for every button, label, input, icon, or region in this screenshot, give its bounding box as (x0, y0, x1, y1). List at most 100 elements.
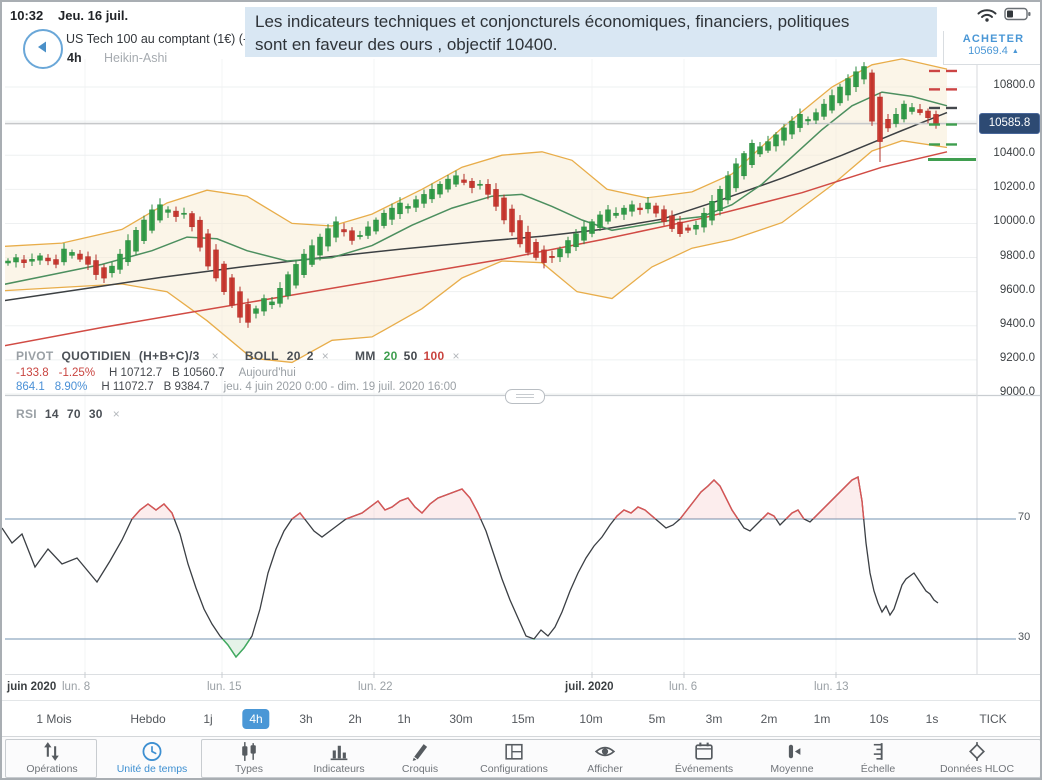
timeframe-label: Hebdo (130, 712, 166, 726)
toolbar-croquis[interactable]: Croquis (360, 740, 480, 775)
toolbar-indicateurs[interactable]: Indicateurs (279, 740, 399, 775)
calendar-icon (644, 740, 764, 763)
timeframe-10m[interactable]: 10m (579, 701, 602, 737)
timeframe-2m[interactable]: 2m (761, 701, 778, 737)
toolbar-label: Moyenne (770, 763, 814, 775)
toolbar-configurations[interactable]: Configurations (454, 740, 574, 775)
back-button[interactable] (23, 29, 63, 69)
toolbar-types[interactable]: Types (189, 740, 309, 775)
toolbar-evenements[interactable]: Événements (644, 740, 764, 775)
timeframe-1-mois[interactable]: 1 Mois (36, 701, 71, 737)
timeframe-1m[interactable]: 1m (814, 701, 831, 737)
instrument-name[interactable]: US Tech 100 au comptant (1€) (-) (66, 32, 252, 46)
timeframe-30m[interactable]: 30m (449, 701, 472, 737)
pivot-indicator-name[interactable]: PIVOT (16, 349, 54, 363)
price-axis-label: 10200.0 (993, 181, 1035, 193)
panel-resize-handle[interactable] (505, 389, 545, 404)
toolbar-echelle[interactable]: Échelle (818, 740, 938, 775)
alert-banner-line2: sont en faveur des ours , objectif 10400… (255, 35, 558, 54)
boll-indicator-name[interactable]: BOLL (244, 349, 279, 363)
mm-close-icon[interactable]: × (452, 349, 460, 363)
toolbar-donnees-hloc[interactable]: Données HLOC (917, 740, 1037, 775)
x-axis-label-lun-13: lun. 13 (814, 681, 849, 693)
timeframe-5m[interactable]: 5m (649, 701, 666, 737)
range-change-pct: 8.90% (54, 381, 88, 393)
price-axis-label: 9200.0 (999, 352, 1035, 364)
status-time: 10:32 (10, 8, 44, 23)
timeframe-label: TICK (979, 712, 1007, 726)
boll-deviation: 2 (306, 349, 314, 363)
wifi-icon (975, 6, 999, 27)
toolbar-label: Afficher (587, 763, 623, 775)
bar-chart-icon (279, 740, 399, 763)
mm-period-50: 50 (403, 349, 418, 363)
mm-indicator-name[interactable]: MM (355, 349, 376, 363)
rsi-indicator-name[interactable]: RSI (16, 407, 37, 421)
range-high: H 11072.7 (101, 381, 154, 393)
timeframe-label: 1h (397, 712, 411, 726)
price-axis-label: 10000.0 (993, 215, 1035, 227)
timeframe-label: 5m (648, 712, 666, 726)
layout-icon (454, 740, 574, 763)
today-change-pct: -1.25% (58, 367, 96, 379)
timeframe-label: 10m (579, 712, 603, 726)
price-axis-label: 10800.0 (993, 79, 1035, 91)
toolbar-moyenne[interactable]: Moyenne (732, 740, 852, 775)
timeframe-1h[interactable]: 1h (397, 701, 410, 737)
current-timeframe-label: 4h (67, 51, 82, 65)
timeframe-1j[interactable]: 1j (203, 701, 212, 737)
rsi-close-icon[interactable]: × (112, 407, 121, 421)
toolbar-unite-de-temps[interactable]: Unité de temps (92, 740, 212, 775)
status-bar: 10:32 Jeu. 16 juil. (2, 6, 1040, 28)
x-axis-label-juil-2020: juil. 2020 (565, 681, 614, 693)
timeframe-2h[interactable]: 2h (348, 701, 361, 737)
current-price-tag: 10585.8 (979, 113, 1040, 134)
timeframe-1s[interactable]: 1s (926, 701, 939, 737)
today-label: Aujourd'hui (238, 367, 296, 379)
indicator-legend-row: PIVOT QUOTIDIEN (H+B+C)/3 × BOLL 20 2 × … (16, 349, 460, 363)
timeframe-3m[interactable]: 3m (706, 701, 723, 737)
toolbar-afficher[interactable]: Afficher (545, 740, 665, 775)
timeframe-4h[interactable]: 4h (242, 701, 270, 737)
price-axis-label: 9000.0 (999, 386, 1035, 398)
tools-group-border (201, 739, 1040, 778)
timeframe-tick[interactable]: TICK (979, 701, 1006, 737)
buy-button[interactable]: ACHETER 10569.4 ▲ (943, 31, 1040, 65)
buy-label: ACHETER (962, 33, 1025, 45)
boll-close-icon[interactable]: × (321, 349, 330, 363)
today-low: B 10560.7 (172, 367, 225, 379)
timeframe-label: 1j (203, 712, 213, 726)
toolbar-label: Configurations (480, 763, 548, 775)
mm-period-20: 20 (383, 349, 398, 363)
toolbar-label: Indicateurs (313, 763, 365, 775)
pivot-close-icon[interactable]: × (211, 349, 219, 363)
rsi-70-label: 70 (1018, 511, 1031, 523)
toolbar-operations[interactable]: Opérations (2, 740, 112, 775)
timeframe-10s[interactable]: 10s (869, 701, 888, 737)
x-axis-label-lun-8: lun. 8 (62, 681, 91, 693)
toolbar-label: Échelle (860, 763, 896, 775)
price-axis-label: 9400.0 (999, 318, 1035, 330)
rsi-legend-row: RSI 14 70 30 × (16, 407, 120, 421)
timeframe-label: 30m (449, 712, 473, 726)
price-axis-label: 9600.0 (999, 284, 1035, 296)
rsi-upper-level: 70 (66, 407, 81, 421)
rsi-30-label: 30 (1018, 631, 1031, 643)
timeframe-3h[interactable]: 3h (299, 701, 312, 737)
timeframe-label: 1m (813, 712, 831, 726)
timeframe-label: 3m (705, 712, 723, 726)
range-dates: jeu. 4 juin 2020 0:00 - dim. 19 juil. 20… (223, 381, 457, 393)
timeframe-label: 2h (348, 712, 362, 726)
pivot-formula: (H+B+C)/3 (138, 349, 200, 363)
rsi-lower-level: 30 (88, 407, 103, 421)
pivot-param: QUOTIDIEN (61, 349, 131, 363)
toolbar-label: Unité de temps (116, 763, 188, 775)
toolbar-label: Croquis (401, 763, 439, 775)
range-low: B 9384.7 (163, 381, 210, 393)
timeframe-hebdo[interactable]: Hebdo (130, 701, 165, 737)
toolbar-label: Opérations (26, 763, 78, 775)
timeframe-label: 3h (299, 712, 313, 726)
timeframe-15m[interactable]: 15m (511, 701, 534, 737)
